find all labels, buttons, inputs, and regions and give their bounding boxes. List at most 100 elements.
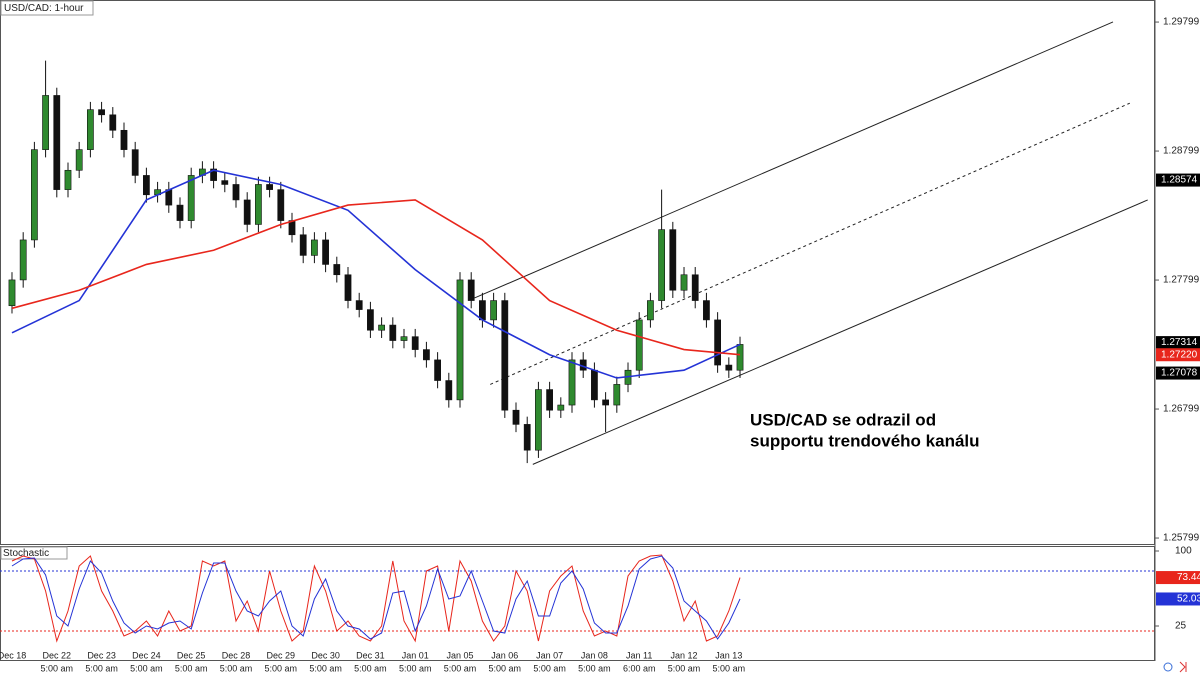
x-tick-label: Jan 05 [446, 650, 473, 660]
moving-average [11, 199, 741, 356]
candle-body [120, 129, 128, 150]
candle-body [635, 319, 643, 371]
candle-body [658, 229, 665, 301]
value-marker-label: 73.44 [1177, 572, 1200, 583]
x-time-label: 5:00 am [354, 663, 387, 673]
x-tick-label: Dec 25 [177, 650, 206, 660]
x-time-label: 5:00 am [533, 663, 566, 673]
candle-body [490, 300, 497, 321]
x-time-label: 5:00 am [41, 663, 74, 673]
candle-body [400, 336, 408, 341]
candle-body [535, 389, 542, 451]
x-tick-label: Jan 12 [671, 650, 698, 660]
candle-body [557, 404, 565, 411]
channel-line [532, 199, 1148, 465]
candle-body [322, 239, 329, 265]
candle-body [266, 184, 273, 190]
x-tick-label: Dec 22 [43, 650, 72, 660]
price-marker [1156, 366, 1200, 380]
price-marker-label: 1.27314 [1161, 337, 1198, 348]
candle-body [333, 264, 341, 276]
x-tick-label: Jan 08 [581, 650, 608, 660]
candle-body [75, 149, 83, 171]
candle-body [255, 184, 262, 225]
y-tick-label: 1.25799 [1163, 533, 1200, 544]
candle-body [109, 114, 117, 131]
candle-body [288, 220, 296, 236]
stoch-line [11, 555, 741, 640]
channel-line [490, 102, 1131, 385]
x-time-label: 5:00 am [489, 663, 522, 673]
x-tick-label: Dec 31 [356, 650, 385, 660]
candle-body [176, 204, 184, 221]
annotation: USD/CAD se odrazil od [750, 410, 936, 429]
candle-body [456, 279, 464, 401]
candle-body [367, 309, 374, 331]
candle-body [31, 149, 38, 241]
x-time-label: 5:00 am [175, 663, 208, 673]
candle-body [299, 234, 307, 256]
x-time-label: 5:00 am [713, 663, 746, 673]
candle-body [210, 168, 217, 181]
candle-body [8, 279, 16, 307]
price-marker [1156, 348, 1200, 362]
candle-body [165, 189, 173, 206]
channel-line [474, 21, 1114, 299]
y-tick-label: 1.27799 [1163, 275, 1200, 286]
value-marker [1156, 571, 1200, 585]
candle-body [53, 95, 61, 190]
candle-body [98, 109, 105, 116]
candle-body [344, 274, 352, 301]
candle-body [355, 300, 363, 310]
candle-body [42, 95, 49, 150]
candle-body [647, 300, 654, 321]
candle-body [736, 344, 744, 371]
candle-body [378, 324, 385, 331]
candle-body [467, 279, 475, 301]
x-time-label: 5:00 am [399, 663, 432, 673]
y-tick-label: 1.29799 [1163, 17, 1200, 28]
value-marker [1156, 592, 1200, 606]
footer-icons[interactable] [1163, 661, 1187, 673]
candle-body [277, 189, 285, 221]
candle-body [445, 380, 453, 401]
candle-body [546, 389, 553, 411]
candle-body [232, 184, 240, 201]
candle-body [725, 364, 733, 371]
candle-body [479, 300, 486, 321]
x-tick-label: Jan 11 [626, 650, 652, 660]
price-marker-label: 1.27078 [1161, 368, 1198, 379]
chart-title: USD/CAD: 1-hour [4, 3, 84, 14]
candle-body [602, 399, 609, 406]
candle-body [591, 369, 598, 401]
candle-body [691, 274, 699, 301]
candle-body [87, 109, 94, 150]
x-time-label: 5:00 am [309, 663, 342, 673]
candle-body [703, 300, 710, 321]
x-tick-label: Jan 13 [715, 650, 742, 660]
candle-body [187, 175, 195, 221]
x-time-label: 5:00 am [265, 663, 298, 673]
candle-body [19, 239, 27, 281]
x-time-label: 5:00 am [220, 663, 253, 673]
candle-body [221, 180, 229, 185]
x-time-label: 5:00 am [130, 663, 163, 673]
x-time-label: 5:00 am [85, 663, 118, 673]
title-box [0, 0, 94, 16]
candle-body [389, 324, 397, 341]
x-time-label: 5:00 am [444, 663, 477, 673]
x-tick-label: Jan 07 [536, 650, 563, 660]
x-tick-label: Dec 30 [311, 650, 340, 660]
x-tick-label: Dec 28 [222, 650, 251, 660]
x-tick-label: Jan 01 [402, 650, 429, 660]
moving-average [11, 169, 741, 379]
annotation: supportu trendového kanálu [750, 431, 980, 450]
candle-body [64, 169, 72, 190]
candle-body [423, 349, 430, 361]
candle-body [434, 359, 441, 381]
candle-body [568, 359, 576, 406]
candle-body [512, 409, 520, 425]
price-marker [1156, 336, 1200, 350]
x-time-label: 6:00 am [623, 663, 656, 673]
